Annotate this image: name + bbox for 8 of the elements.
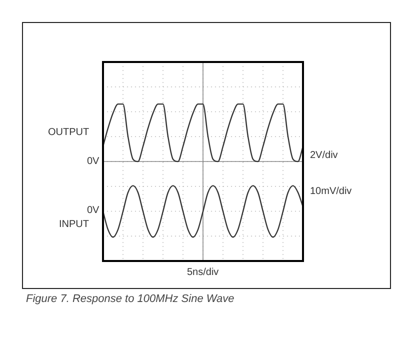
text: 2V/div — [310, 150, 338, 162]
x-axis-title: 5ns/div — [187, 267, 219, 279]
text: 0V — [87, 205, 100, 218]
caption: Figure 7. Response to 100MHz Sine Wave — [26, 293, 234, 305]
series-label: OUTPUT — [48, 126, 90, 138]
series-label: INPUT — [59, 219, 89, 232]
text: 0V — [87, 156, 100, 168]
text: 10mV/div — [310, 186, 352, 198]
